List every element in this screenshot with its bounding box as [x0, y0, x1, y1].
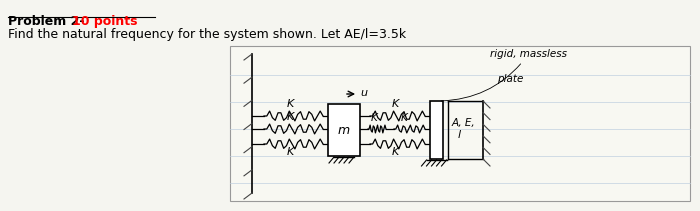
- Text: K: K: [400, 113, 407, 123]
- Bar: [430, 101, 443, 159]
- Text: K: K: [391, 99, 398, 109]
- Text: plate: plate: [497, 74, 524, 84]
- Text: K: K: [286, 99, 293, 109]
- Text: Problem 2-: Problem 2-: [8, 15, 89, 28]
- Bar: [230, 46, 690, 201]
- Text: A, E,: A, E,: [452, 118, 475, 128]
- Bar: [328, 104, 360, 156]
- Text: Find the natural frequency for the system shown. Let AE/l=3.5k: Find the natural frequency for the syste…: [8, 28, 406, 41]
- Text: K: K: [286, 147, 293, 157]
- Text: rigid, massless: rigid, massless: [441, 49, 567, 101]
- Text: l: l: [458, 130, 461, 140]
- Text: m: m: [338, 123, 350, 137]
- Text: 10 points: 10 points: [72, 15, 137, 28]
- Text: u: u: [360, 88, 367, 98]
- Text: K: K: [391, 147, 398, 157]
- Text: K: K: [286, 112, 293, 122]
- Text: K: K: [370, 113, 377, 123]
